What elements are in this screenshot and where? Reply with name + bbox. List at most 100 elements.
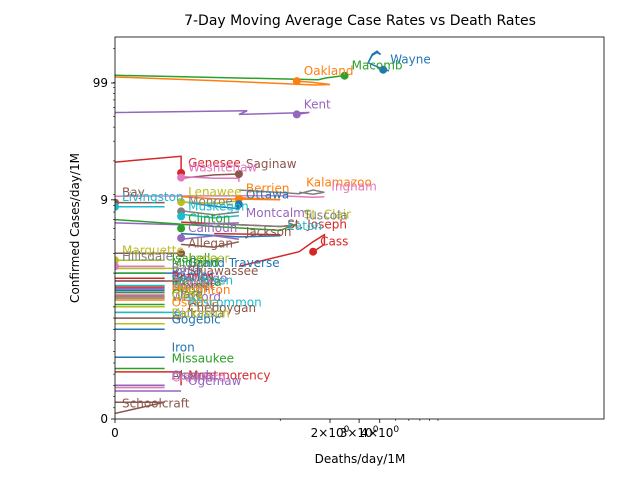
y-tick-label: 0 — [100, 412, 108, 426]
series-line-clinton — [115, 218, 298, 232]
series-label-houghton: Houghton — [172, 283, 231, 297]
series-line-st-joseph — [214, 232, 281, 236]
series-label-delta: Delta — [172, 290, 204, 304]
series-label-clinton: Clinton — [188, 211, 230, 225]
series-label-huron: Huron — [172, 281, 208, 295]
series-label-grand-traverse: Grand Traverse — [188, 256, 280, 270]
series-label-genesee: Genesee — [188, 156, 241, 170]
y-axis-title: Confirmed Cases/day/1M — [68, 153, 82, 303]
series-line-washtenaw — [181, 175, 240, 182]
series-label-macomb: Macomb — [352, 59, 403, 73]
x-tick-label: 2×100 — [311, 425, 350, 440]
series-marker-calhoun — [177, 234, 186, 243]
series-label-montcalm: Montcalm — [246, 206, 305, 220]
series-marker-hillsdale — [115, 262, 119, 271]
x-tick-label: 4×100 — [360, 425, 399, 440]
series-line-muskegon — [181, 213, 239, 219]
series-label-van-buren: Van Buren — [172, 273, 234, 287]
series-line-eaton — [181, 232, 281, 238]
series-marker-livingston — [115, 202, 119, 211]
chart-title: 7-Day Moving Average Case Rates vs Death… — [184, 13, 536, 29]
series-label-eaton: Eaton — [287, 219, 322, 233]
series-label-kent: Kent — [304, 97, 331, 111]
series-marker-marquette — [115, 256, 119, 265]
series-marker-oakland — [292, 77, 301, 86]
series-label-sanilac: Sanilac — [172, 269, 215, 283]
series-group — [115, 50, 390, 415]
y-tick-label: 99 — [93, 76, 108, 90]
series-label-gogebic: Gogebic — [172, 312, 221, 326]
series-label-alcona: Alcona — [172, 368, 212, 382]
series-label-cass: Cass — [320, 235, 348, 249]
series-label-st-clair: St. Clair — [304, 208, 351, 222]
series-line-kalamazoo — [238, 189, 325, 195]
series-label-dickinson: Dickinson — [172, 307, 230, 321]
series-line-oakland — [115, 76, 331, 86]
series-marker-muskegon — [177, 212, 186, 221]
series-label-mecosta: Mecosta — [172, 275, 222, 289]
series-line-montmorency — [115, 371, 182, 386]
series-label-muskegon: Muskegon — [188, 199, 249, 213]
series-label-iron: Iron — [172, 340, 195, 354]
series-label-mason: Mason — [172, 281, 211, 295]
series-label-monroe: Monroe — [188, 194, 233, 208]
series-label-midland: Midland — [172, 256, 219, 270]
series-label-schoolcraft: Schoolcraft — [122, 396, 190, 410]
series-label-osceola: Osceola — [172, 295, 220, 309]
series-marker-wayne — [379, 65, 388, 74]
series-label-lapeer: Lapeer — [188, 251, 229, 265]
series-label-ingham: Ingham — [331, 180, 376, 194]
series-label-oakland: Oakland — [304, 64, 354, 78]
series-label-missaukee: Missaukee — [172, 352, 234, 366]
y-tick-label: 9 — [100, 193, 108, 207]
series-label-crawford: Crawford — [172, 371, 226, 385]
series-label-wexford: Wexford — [172, 290, 221, 304]
series-label-kalkaska: Kalkaska — [172, 307, 225, 321]
series-label-oscoda: Oscoda — [172, 368, 217, 382]
series-marker-allegan — [177, 249, 186, 258]
series-marker-ottawa — [234, 200, 243, 209]
series-label-ottawa: Ottawa — [246, 187, 289, 201]
series-marker-washtenaw — [177, 173, 186, 182]
series-label-berrien: Berrien — [246, 182, 290, 196]
series-label-clare: Clare — [172, 288, 203, 302]
series-label-marquette: Marquette — [122, 243, 184, 257]
series-marker-macomb — [340, 71, 349, 80]
x-axis-title: Deaths/day/1M — [315, 452, 406, 466]
series-label-emmet: Emmet — [172, 279, 215, 293]
series-label-ogemaw: Ogemaw — [188, 374, 241, 388]
series-label-montmorency: Montmorency — [188, 368, 270, 382]
series-marker-berrien — [234, 194, 243, 203]
series-label-allegan: Allegan — [188, 236, 233, 250]
series-marker-cass — [309, 247, 318, 256]
series-label-saginaw: Saginaw — [246, 157, 297, 171]
series-label-wayne: Wayne — [390, 53, 431, 67]
x-tick-label: 0 — [111, 426, 119, 440]
series-label-isabella: Isabella — [172, 251, 218, 265]
series-line-jackson — [181, 241, 240, 248]
series-marker-lenawee — [177, 198, 186, 206]
series-label-barry: Barry — [172, 261, 204, 275]
series-label-tuscola: Tuscola — [303, 209, 348, 223]
series-line-lenawee — [181, 200, 239, 204]
series-label-gratiot: Gratiot — [172, 277, 214, 291]
series-line-monroe — [181, 209, 239, 216]
series-marker-saginaw — [234, 170, 243, 178]
series-label-ionia: Ionia — [172, 264, 201, 278]
series-label-roscommon: Roscommon — [188, 295, 262, 309]
series-label-cheboygan: Cheboygan — [188, 301, 256, 315]
series-label-calhoun: Calhoun — [188, 221, 237, 235]
series-line-ingham — [115, 194, 325, 198]
series-line-berrien — [181, 195, 281, 201]
series-label-newaygo: Newaygo — [172, 272, 228, 286]
series-label-shiawassee: Shiawassee — [188, 264, 258, 278]
series-line-cass — [238, 233, 326, 268]
series-marker-clinton — [177, 224, 186, 233]
series-line-calhoun — [181, 235, 240, 241]
axes-frame — [114, 36, 605, 420]
x-tick-label: 3×100 — [340, 425, 379, 440]
series-label-kalamazoo: Kalamazoo — [306, 175, 372, 189]
series-label-bay: Bay — [122, 186, 145, 200]
